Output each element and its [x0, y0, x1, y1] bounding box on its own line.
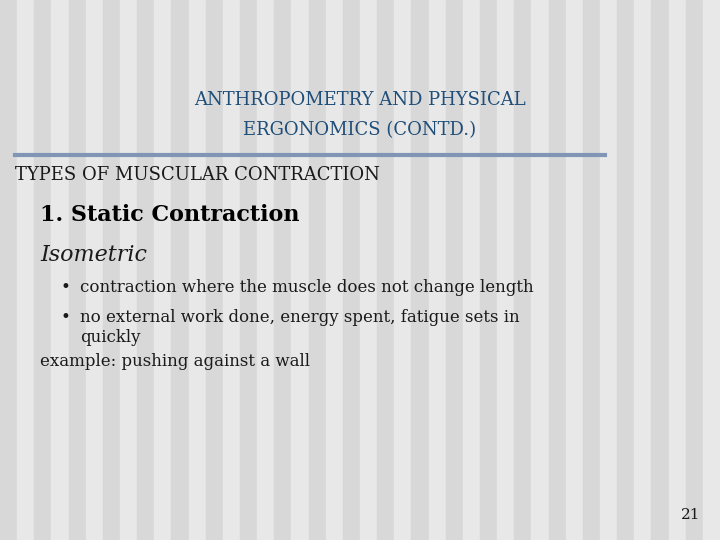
Bar: [428, 0, 446, 540]
Bar: [240, 0, 257, 540]
Bar: [463, 0, 480, 540]
Text: Isometric: Isometric: [40, 244, 147, 266]
Bar: [86, 0, 103, 540]
Bar: [549, 0, 566, 540]
Bar: [120, 0, 137, 540]
Text: no external work done, energy spent, fatigue sets in: no external work done, energy spent, fat…: [80, 309, 520, 327]
Bar: [309, 0, 325, 540]
Bar: [257, 0, 274, 540]
Bar: [566, 0, 583, 540]
Bar: [685, 0, 703, 540]
Bar: [343, 0, 360, 540]
Text: ERGONOMICS (CONTD.): ERGONOMICS (CONTD.): [243, 121, 477, 139]
Bar: [325, 0, 343, 540]
Bar: [600, 0, 617, 540]
Bar: [137, 0, 154, 540]
Bar: [171, 0, 189, 540]
Bar: [206, 0, 223, 540]
Text: TYPES OF MUSCULAR CONTRACTION: TYPES OF MUSCULAR CONTRACTION: [15, 166, 380, 184]
Bar: [480, 0, 497, 540]
Text: example: pushing against a wall: example: pushing against a wall: [40, 354, 310, 370]
Bar: [395, 0, 411, 540]
Bar: [292, 0, 309, 540]
Text: 1. Static Contraction: 1. Static Contraction: [40, 204, 300, 226]
Bar: [514, 0, 531, 540]
Bar: [223, 0, 240, 540]
Bar: [634, 0, 652, 540]
Bar: [446, 0, 463, 540]
Bar: [669, 0, 685, 540]
Bar: [703, 0, 720, 540]
Bar: [377, 0, 395, 540]
Bar: [154, 0, 171, 540]
Text: contraction where the muscle does not change length: contraction where the muscle does not ch…: [80, 280, 534, 296]
Bar: [103, 0, 120, 540]
Bar: [360, 0, 377, 540]
Bar: [497, 0, 514, 540]
Bar: [51, 0, 68, 540]
Bar: [583, 0, 600, 540]
Text: quickly: quickly: [80, 328, 140, 346]
Text: •: •: [60, 309, 70, 327]
Text: 21: 21: [680, 508, 700, 522]
Bar: [411, 0, 428, 540]
Bar: [652, 0, 669, 540]
Bar: [17, 0, 35, 540]
Bar: [68, 0, 86, 540]
Bar: [617, 0, 634, 540]
Bar: [35, 0, 51, 540]
Text: •: •: [60, 280, 70, 296]
Bar: [274, 0, 292, 540]
Bar: [0, 0, 17, 540]
Bar: [189, 0, 206, 540]
Text: ANTHROPOMETRY AND PHYSICAL: ANTHROPOMETRY AND PHYSICAL: [194, 91, 526, 109]
Bar: [531, 0, 549, 540]
